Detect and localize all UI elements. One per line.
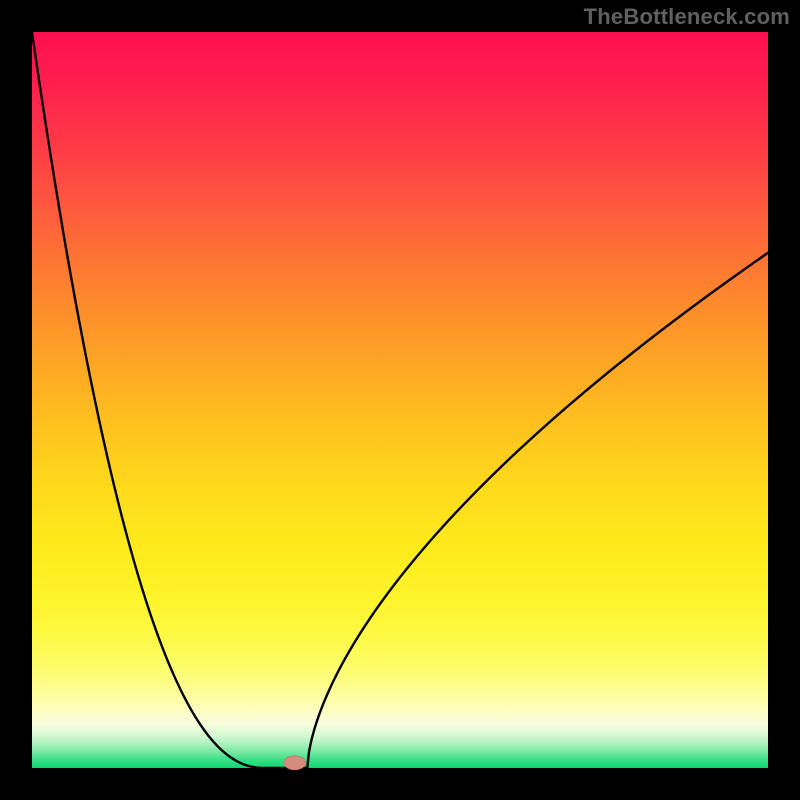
plot-background [32,32,768,768]
bottleneck-chart [0,0,800,800]
optimal-marker [284,756,306,770]
chart-stage: TheBottleneck.com [0,0,800,800]
watermark-text: TheBottleneck.com [584,4,790,30]
